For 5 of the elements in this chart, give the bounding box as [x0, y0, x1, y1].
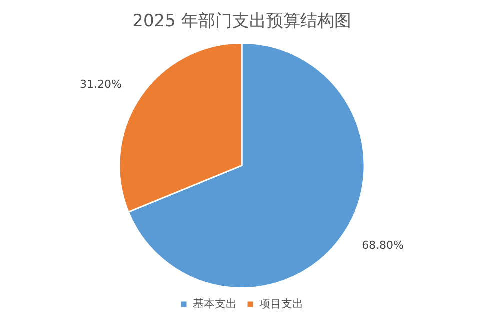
legend-label: 基本支出	[193, 297, 237, 310]
legend-label: 项目支出	[260, 297, 304, 310]
chart-title: 2025 年部门支出预算结构图	[132, 12, 352, 32]
data-label: 31.20%	[80, 78, 122, 92]
data-label: 68.80%	[362, 239, 404, 252]
